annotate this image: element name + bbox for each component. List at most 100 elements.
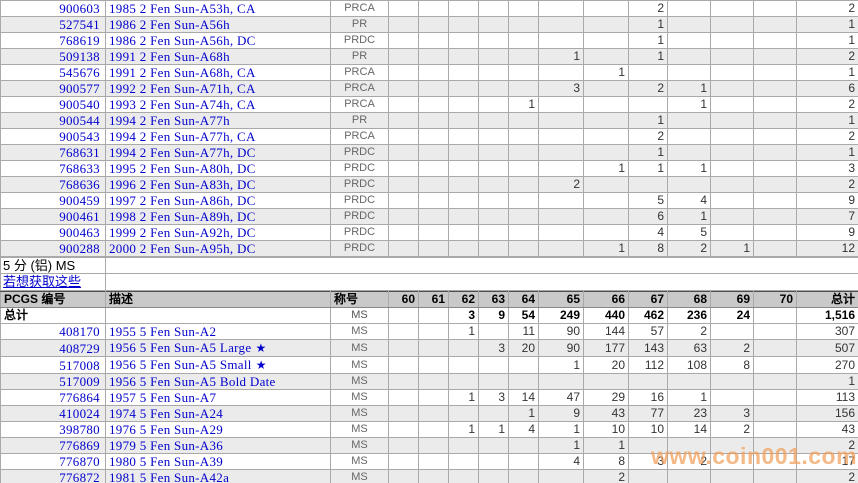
description-cell[interactable]: 1956 5 Fen Sun-A5 Small ★	[105, 356, 331, 374]
grade-cell-63	[478, 32, 509, 49]
pcgs-number-link[interactable]: 900288	[0, 240, 106, 257]
ms-population-table: PCGS 编号 描述 称号 60 61 62 63 64 65 66 67 68…	[0, 291, 858, 483]
pcgs-number-link[interactable]: 900544	[0, 112, 106, 129]
grade-cell-62	[448, 64, 479, 81]
pcgs-number-link[interactable]: 900459	[0, 192, 106, 209]
grade-cell-62	[448, 112, 479, 129]
designation: MS	[330, 421, 389, 438]
pcgs-number-link[interactable]: 768636	[0, 176, 106, 193]
pcgs-number-link[interactable]: 900463	[0, 224, 106, 241]
grade-cell-62: 1	[448, 389, 479, 406]
description-cell[interactable]: 1994 2 Fen Sun-A77h, DC	[105, 144, 331, 161]
description-cell[interactable]: 1996 2 Fen Sun-A83h, DC	[105, 176, 331, 193]
description-cell[interactable]: 1993 2 Fen Sun-A74h, CA	[105, 96, 331, 113]
grade-cell-70	[753, 64, 797, 81]
grade-cell-66: 8	[583, 453, 629, 470]
pcgs-number-link[interactable]: 776872	[0, 469, 106, 483]
grade-cell-68: 5	[667, 224, 711, 241]
pcgs-number-link[interactable]: 398780	[0, 421, 106, 438]
pcgs-number-link[interactable]: 总计	[0, 307, 106, 324]
grade-cell-70	[753, 373, 797, 390]
pcgs-number-link[interactable]: 768633	[0, 160, 106, 177]
pcgs-number-link[interactable]: 408729	[0, 339, 106, 357]
grade-cell-69: 8	[710, 356, 754, 374]
pcgs-number-link[interactable]: 776870	[0, 453, 106, 470]
description-cell[interactable]: 1999 2 Fen Sun-A92h, DC	[105, 224, 331, 241]
description-link: 1956 5 Fen Sun-A5 Small	[109, 357, 252, 373]
grade-cell-64	[508, 437, 539, 454]
total-cell: 6	[796, 80, 858, 97]
description-cell[interactable]: 1979 5 Fen Sun-A36	[105, 437, 331, 454]
grade-cell-60	[388, 64, 419, 81]
description-cell[interactable]: 1986 2 Fen Sun-A56h	[105, 16, 331, 33]
description-cell[interactable]: 1998 2 Fen Sun-A89h, DC	[105, 208, 331, 225]
description-cell[interactable]: 1957 5 Fen Sun-A7	[105, 389, 331, 406]
description-cell[interactable]: 1994 2 Fen Sun-A77h, CA	[105, 128, 331, 145]
pcgs-number-link[interactable]: 517009	[0, 373, 106, 390]
grade-cell-62	[448, 240, 479, 257]
description-cell[interactable]: 1985 2 Fen Sun-A53h, CA	[105, 0, 331, 17]
description-cell[interactable]: 1976 5 Fen Sun-A29	[105, 421, 331, 438]
header-grade-62: 62	[448, 291, 479, 308]
grade-cell-69	[710, 373, 754, 390]
grade-cell-61	[418, 192, 449, 209]
description-cell[interactable]: 1955 5 Fen Sun-A2	[105, 323, 331, 340]
pcgs-number-link[interactable]: 408170	[0, 323, 106, 340]
pcgs-number-link[interactable]: 900461	[0, 208, 106, 225]
description-cell[interactable]: 2000 2 Fen Sun-A95h, DC	[105, 240, 331, 257]
pcgs-number-link[interactable]: 900577	[0, 80, 106, 97]
description-cell[interactable]: 1991 2 Fen Sun-A68h	[105, 48, 331, 65]
pcgs-number-link[interactable]: 776864	[0, 389, 106, 406]
pcgs-number-link[interactable]: 900540	[0, 96, 106, 113]
description-cell[interactable]: 1997 2 Fen Sun-A86h, DC	[105, 192, 331, 209]
grade-cell-60	[388, 112, 419, 129]
grade-cell-69	[710, 16, 754, 33]
description-cell[interactable]: 1956 5 Fen Sun-A5 Large ★	[105, 339, 331, 357]
pcgs-number-link[interactable]: 527541	[0, 16, 106, 33]
grade-cell-62	[448, 437, 479, 454]
header-grade-68: 68	[667, 291, 711, 308]
grade-cell-63	[478, 112, 509, 129]
pcgs-number-link[interactable]: 776869	[0, 437, 106, 454]
grade-cell-61	[418, 128, 449, 145]
description-cell[interactable]: 1991 2 Fen Sun-A68h, CA	[105, 64, 331, 81]
grade-cell-60	[388, 32, 419, 49]
pcgs-number-link[interactable]: 509138	[0, 48, 106, 65]
grade-cell-70	[753, 437, 797, 454]
table-row: 900461 1998 2 Fen Sun-A89h, DC PRDC 6 1 7	[0, 208, 858, 225]
grade-cell-67: 1	[628, 32, 668, 49]
grade-cell-64: 11	[508, 323, 539, 340]
grade-cell-65	[538, 208, 584, 225]
pcgs-number-link[interactable]: 900603	[0, 0, 106, 17]
grade-cell-64	[508, 224, 539, 241]
description-cell[interactable]: 1981 5 Fen Sun-A42a	[105, 469, 331, 483]
get-these-link[interactable]: 若想获取这些	[3, 274, 82, 290]
grade-cell-63	[478, 453, 509, 470]
pcgs-number-link[interactable]: 517008	[0, 356, 106, 374]
grade-cell-68: 23	[667, 405, 711, 422]
pcgs-number-link[interactable]: 768619	[0, 32, 106, 49]
table-row: 900288 2000 2 Fen Sun-A95h, DC PRDC 1 8 2 1 12	[0, 240, 858, 257]
description-link: 1957 5 Fen Sun-A7	[109, 390, 217, 405]
description-cell[interactable]: 1980 5 Fen Sun-A39	[105, 453, 331, 470]
grade-cell-62	[448, 405, 479, 422]
pcgs-number-link[interactable]: 545676	[0, 64, 106, 81]
description-cell[interactable]: 1956 5 Fen Sun-A5 Bold Date	[105, 373, 331, 390]
grade-cell-61	[418, 96, 449, 113]
pcgs-number-link[interactable]: 410024	[0, 405, 106, 422]
description-cell[interactable]: 1992 2 Fen Sun-A71h, CA	[105, 80, 331, 97]
description-cell[interactable]: 1986 2 Fen Sun-A56h, DC	[105, 32, 331, 49]
description-cell[interactable]: 1995 2 Fen Sun-A80h, DC	[105, 160, 331, 177]
table-row: 517008 1956 5 Fen Sun-A5 Small ★ MS 1 20 112 10…	[0, 356, 858, 374]
pcgs-number-link[interactable]: 900543	[0, 128, 106, 145]
grade-cell-70	[753, 144, 797, 161]
grade-cell-69: 2	[710, 339, 754, 357]
total-cell: 7	[796, 208, 858, 225]
description-cell[interactable]: 1974 5 Fen Sun-A24	[105, 405, 331, 422]
description-cell[interactable]: 1994 2 Fen Sun-A77h	[105, 112, 331, 129]
header-grade-66: 66	[583, 291, 629, 308]
grade-cell-70	[753, 421, 797, 438]
description-cell[interactable]	[105, 307, 331, 324]
pcgs-number-link[interactable]: 768631	[0, 144, 106, 161]
